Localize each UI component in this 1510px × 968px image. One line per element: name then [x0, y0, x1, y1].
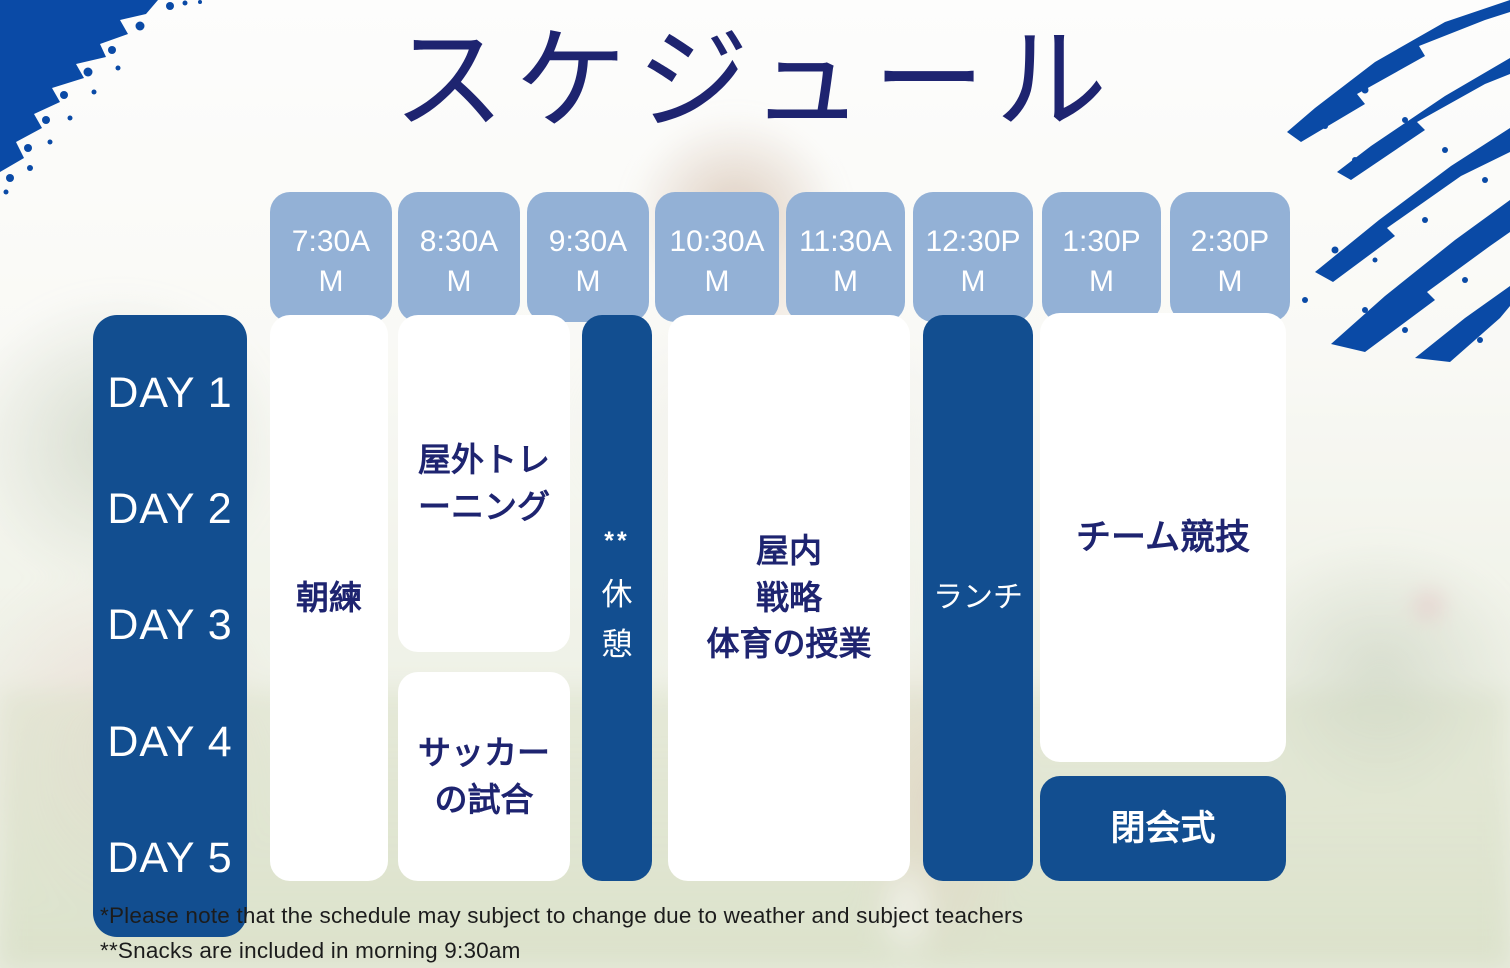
- footnote-schedule-change: *Please note that the schedule may subje…: [100, 903, 1024, 928]
- event-outdoor-training: 屋外トレ ーニング: [398, 315, 570, 652]
- background-flower: [1412, 588, 1446, 622]
- footnotes: *Please note that the schedule may subje…: [100, 899, 1023, 968]
- time-header-230pm: 2:30PM: [1170, 192, 1290, 322]
- time-header-930am: 9:30AM: [527, 192, 649, 322]
- event-lunch: ランチ: [923, 315, 1033, 881]
- break-footnote-marker: **: [604, 526, 630, 555]
- day-label-1: DAY 1: [107, 368, 233, 417]
- time-header-130pm: 1:30PM: [1042, 192, 1161, 322]
- event-indoor-strategy-pe-class: 屋内 戦略 体育の授業: [668, 315, 910, 881]
- day-label-5: DAY 5: [107, 834, 233, 883]
- event-team-competition: チーム競技: [1040, 313, 1286, 762]
- event-morning-practice: 朝練: [270, 315, 388, 881]
- brush-stroke-top-right-icon: [1287, 0, 1510, 362]
- day-label-2: DAY 2: [107, 485, 233, 534]
- page-title: スケジュール: [392, 18, 1118, 143]
- event-closing-ceremony: 閉会式: [1040, 776, 1286, 881]
- time-header-830am: 8:30AM: [398, 192, 520, 322]
- event-break: ** 休 憩: [582, 315, 652, 881]
- day-column: DAY 1 DAY 2 DAY 3 DAY 4 DAY 5: [93, 315, 247, 937]
- time-header-1230pm: 12:30PM: [913, 192, 1033, 322]
- time-header-1030am: 10:30AM: [655, 192, 779, 322]
- brush-stroke-top-left-icon: [0, 0, 202, 195]
- time-header-1130am: 11:30AM: [786, 192, 905, 322]
- time-header-730am: 7:30AM: [270, 192, 392, 322]
- day-label-4: DAY 4: [107, 717, 233, 766]
- day-label-3: DAY 3: [107, 601, 233, 650]
- footnote-snacks: **Snacks are included in morning 9:30am: [100, 937, 521, 963]
- event-soccer-match: サッカー の試合: [398, 672, 570, 881]
